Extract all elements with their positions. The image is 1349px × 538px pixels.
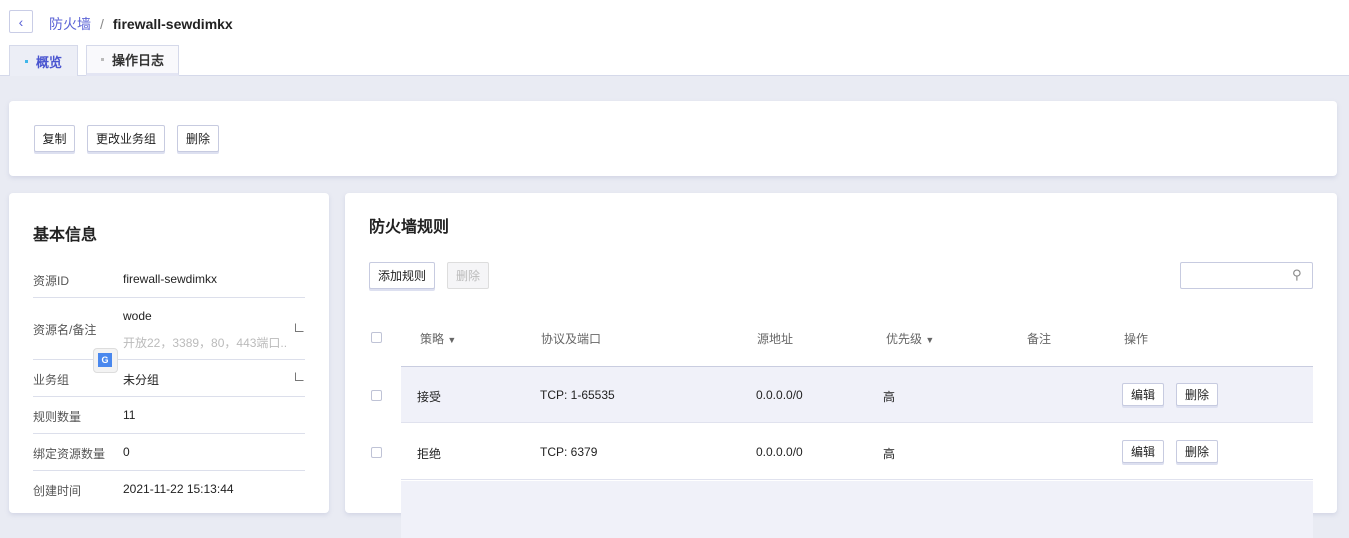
resource-id-value: firewall-sewdimkx: [123, 272, 218, 286]
source-cell: 0.0.0.0/0: [756, 388, 803, 402]
rule-count-value: 11: [123, 408, 136, 422]
created-time-value: 2021-11-22 15:13:44: [123, 482, 234, 496]
basic-info-title: 基本信息: [33, 227, 98, 244]
breadcrumb-firewall-link[interactable]: 防火墙: [49, 16, 91, 32]
bound-resource-count-label: 绑定资源数量: [33, 447, 106, 461]
page-header: [0, 0, 1349, 76]
resource-id-label: 资源ID: [33, 274, 70, 288]
protocol-cell: TCP: 1-65535: [540, 388, 615, 402]
priority-cell: 高: [883, 390, 896, 404]
copy-button[interactable]: 复制: [34, 125, 75, 152]
source-cell: 0.0.0.0/0: [756, 445, 803, 459]
search-icon: ⚲: [1292, 267, 1302, 282]
change-group-button[interactable]: 更改业务组: [87, 125, 165, 152]
resource-note-value: 开放22，3389，80，443端口...: [123, 336, 288, 350]
delete-button[interactable]: 删除: [177, 125, 219, 152]
breadcrumb: 防火墙 / firewall-sewdimkx: [49, 14, 233, 34]
policy-cell: 拒绝: [417, 447, 442, 461]
edit-group-icon[interactable]: [295, 372, 304, 381]
policy-cell: 接受: [417, 390, 442, 404]
delete-rule-button[interactable]: 删除: [1176, 383, 1218, 406]
edit-rule-button[interactable]: 编辑: [1122, 440, 1164, 463]
basic-info-card: [9, 193, 329, 513]
back-button[interactable]: ‹: [9, 10, 33, 33]
row-checkbox[interactable]: [371, 390, 382, 401]
filter-icon: ▼: [925, 335, 935, 345]
resource-name-label: 资源名/备注: [33, 323, 97, 337]
column-policy[interactable]: 策略 ▼: [420, 332, 457, 346]
column-note: 备注: [1027, 332, 1052, 346]
google-translate-icon[interactable]: G: [93, 348, 118, 373]
row-checkbox[interactable]: [371, 447, 382, 458]
created-time-label: 创建时间: [33, 484, 82, 498]
search-input[interactable]: [1180, 262, 1313, 289]
chevron-left-icon: ‹: [18, 13, 24, 30]
add-rule-button[interactable]: 添加规则: [369, 262, 435, 289]
rule-count-label: 规则数量: [33, 410, 82, 424]
business-group-value: 未分组: [123, 373, 160, 387]
tab-label: 概览: [35, 54, 62, 70]
breadcrumb-separator: /: [100, 16, 104, 32]
actions-card: [9, 101, 1337, 176]
edit-name-icon[interactable]: [295, 323, 304, 332]
column-source: 源地址: [757, 332, 794, 346]
tab-label: 操作日志: [111, 53, 164, 68]
page-title: firewall-sewdimkx: [112, 16, 233, 32]
priority-cell: 高: [883, 447, 896, 461]
delete-rule-button[interactable]: 删除: [1176, 440, 1218, 463]
table-row: [401, 481, 1313, 538]
edit-rule-button[interactable]: 编辑: [1122, 383, 1164, 406]
resource-name-value: wode: [123, 309, 152, 323]
tab-operation-log[interactable]: 操作日志: [86, 45, 179, 76]
rules-title: 防火墙规则: [369, 219, 450, 236]
business-group-label: 业务组: [33, 373, 70, 387]
tab-overview[interactable]: 概览: [9, 45, 78, 76]
column-protocol: 协议及端口: [541, 332, 602, 346]
delete-rules-button[interactable]: 删除: [447, 262, 489, 289]
filter-icon: ▼: [447, 335, 457, 345]
column-actions: 操作: [1124, 332, 1149, 346]
column-priority[interactable]: 优先级 ▼: [886, 332, 935, 346]
select-all-checkbox[interactable]: [371, 332, 382, 343]
protocol-cell: TCP: 6379: [540, 445, 598, 459]
bound-resource-count-value: 0: [123, 445, 130, 459]
